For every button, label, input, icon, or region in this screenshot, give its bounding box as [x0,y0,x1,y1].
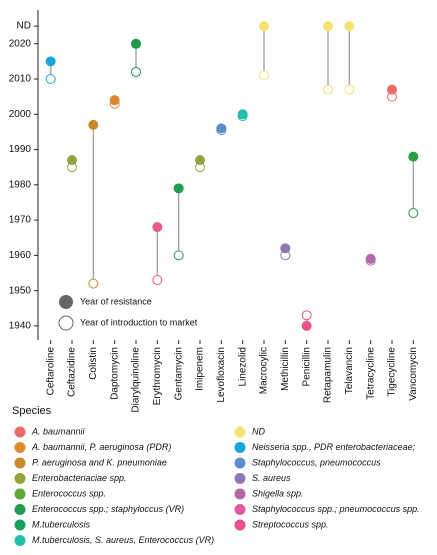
legend-label: Year of introduction to market [80,317,198,327]
resistance-point [131,38,141,49]
resistance-point [408,151,419,162]
y-tick-label: 2010 [9,74,32,85]
y-tick-label: ND [17,21,31,32]
legend-label: M.tuberculosis [32,519,91,529]
y-tick-label: 2020 [9,38,32,49]
resistance-point [344,21,355,32]
legend-title: Species [12,405,52,417]
x-tick-label: Ceftazidine [67,347,78,397]
introduction-point [131,66,141,77]
y-tick-label: 1950 [9,285,32,296]
legend-label: Staphylococcus spp.; pneumococcus spp. [252,504,420,514]
introduction-point [88,278,99,289]
resistance-point [280,243,291,254]
resistance-point [109,95,120,106]
resistance-point [387,84,397,95]
x-tick-label: Macrocylic [259,347,270,394]
legend-swatch [234,442,246,453]
x-tick-label: Telavancin [344,347,355,394]
resistance-point [216,123,227,134]
introduction-point [152,275,163,286]
y-tick-label: 1980 [9,179,32,190]
legend-swatch [14,457,26,469]
y-tick-label: 1990 [9,144,32,155]
introduction-point [408,208,419,219]
legend-label: Enterobacteriaciae spp. [32,473,127,483]
legend-swatch [234,519,246,531]
legend-label: ND [252,426,265,436]
y-tick-label: 1970 [9,215,32,226]
resistance-point [323,21,333,32]
legend-label: Enterococcus spp. [32,488,106,498]
resistance-point [88,119,99,130]
x-tick-label: Vancomycin [408,347,419,401]
introduction-point [45,74,56,85]
x-tick-label: Daptomycin [109,347,120,400]
x-tick-label: Tetracycline [365,347,376,400]
resistance-point [152,222,163,233]
legend-marker [59,295,73,309]
legend-label: Year of resistance [80,296,152,306]
legend-label: Staphylococcus, pneumococcus [252,457,381,467]
legend-marker [58,315,74,331]
legend-swatch [234,473,246,484]
x-tick-label: Levofloxacin [216,347,227,403]
resistance-point [45,56,56,67]
introduction-point [301,310,312,321]
legend-label: Streptococcus spp. [252,519,329,529]
introduction-point [323,84,333,95]
legend-swatch [14,473,26,484]
x-tick-label: Penicillin [301,347,312,386]
legend-swatch [14,426,26,438]
introduction-point [344,84,355,95]
x-tick-label: Colistin [88,347,99,380]
introduction-point [173,250,184,261]
resistance-point [259,21,269,32]
resistance-point [67,155,77,166]
legend-label: A. baumannii, P. aeruginosa (PDR) [31,442,171,452]
legend-label: Shigella spp. [252,488,304,498]
x-tick-label: Retapamulin [323,347,334,403]
legend-swatch [14,504,26,515]
resistance-point [173,183,184,194]
x-tick-label: Diarylquinoline [131,347,142,413]
legend-label: Neisseria spp., PDR enterobacteriaceae; [252,442,416,452]
x-tick-label: Imipenem [195,347,206,391]
species-legend: A. baumannii A. baumannii, P. aeruginosa … [14,426,420,546]
legend-swatch [14,519,26,531]
legend-label: P. aeruginosa and K. pneumoniae [32,457,167,467]
legend-label: A. baumannii [31,426,86,436]
legend-label: Enterococcus spp.; staphyloccus (VR) [32,504,184,514]
x-tick-label: Tigecycline [387,347,398,397]
legend-swatch [234,457,246,469]
legend-swatch [234,426,246,438]
y-tick-label: 2000 [9,109,32,120]
legend-swatch [234,504,246,515]
x-tick-label: Methicillin [280,347,291,391]
legend-swatch [14,535,26,546]
introduction-point [259,70,269,81]
x-tick-label: Erythromycin [152,347,163,405]
x-tick-label: Gentamycin [173,347,184,400]
legend-label: M.tuberculosis, S. aureus, Enterococcus … [32,535,214,545]
resistance-point [301,320,312,331]
legend-swatch [14,488,26,500]
resistance-point [195,155,205,166]
resistance-point [365,253,376,264]
resistance-point [237,109,248,120]
legend-label: S. aureus [252,473,291,483]
y-tick-label: 1960 [9,250,32,261]
x-tick-label: Ceftaroline [45,347,56,396]
x-tick-label: Linezolid [237,347,248,386]
legend-swatch [234,488,246,500]
legend-swatch [14,442,26,453]
y-tick-label: 1940 [9,321,32,332]
